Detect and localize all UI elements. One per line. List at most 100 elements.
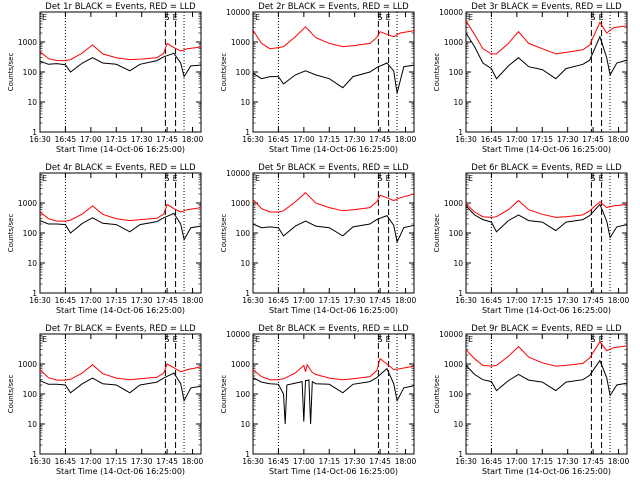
x-tick-label: 16:30 xyxy=(455,135,477,144)
x-tick-label: 18:00 xyxy=(608,457,630,466)
x-tick-label: 17:45 xyxy=(582,296,604,305)
x-tick-label: 16:45 xyxy=(268,457,290,466)
x-tick-label: 16:45 xyxy=(268,296,290,305)
y-axis-label: Counts/sec xyxy=(220,53,228,92)
x-tick-label: 16:30 xyxy=(29,296,51,305)
y-tick-label: 100 xyxy=(236,229,251,238)
corner-label: S xyxy=(590,13,595,22)
y-tick-label: 1 xyxy=(245,289,250,298)
y-tick-label: 1 xyxy=(32,450,37,459)
x-tick-label: 16:30 xyxy=(29,135,51,144)
panel-title: Det 4r BLACK = Events, RED = LLD xyxy=(45,163,196,173)
corner-label: E xyxy=(42,13,47,22)
y-tick-label: 1000 xyxy=(231,360,250,369)
x-tick-label: 17:30 xyxy=(557,296,579,305)
y-axis-label: Counts/sec xyxy=(220,214,228,253)
panel-title: Det 7r BLACK = Events, RED = LLD xyxy=(45,324,196,334)
x-tick-label: 16:30 xyxy=(242,135,264,144)
y-tick-label: 1000 xyxy=(18,199,37,208)
corner-label: S xyxy=(377,335,382,344)
panel-det-1: Det 1r BLACK = Events, RED = LLD 1 10 100 10… xyxy=(7,2,204,154)
x-tick-label: 17:30 xyxy=(131,457,153,466)
corner-label: E xyxy=(599,174,604,183)
panel-title: Det 2r BLACK = Events, RED = LLD xyxy=(258,2,409,12)
corner-label: E xyxy=(255,174,260,183)
y-tick-label: 1000 xyxy=(18,360,37,369)
y-tick-label: 1000 xyxy=(231,199,250,208)
x-tick-label: 17:30 xyxy=(131,296,153,305)
corner-label: S xyxy=(377,13,382,22)
corner-label: E xyxy=(255,13,260,22)
x-tick-label: 18:00 xyxy=(182,457,204,466)
series-line-lld xyxy=(252,192,415,213)
y-tick-label: 10 xyxy=(27,420,37,429)
y-axis-label: Counts/sec xyxy=(7,53,15,92)
x-tick-label: 17:45 xyxy=(582,135,604,144)
y-tick-label: 1 xyxy=(458,128,463,137)
panel-det-5: Det 5r BLACK = Events, RED = LLD 1 10 100 10… xyxy=(220,163,417,315)
x-tick-label: 16:45 xyxy=(55,135,77,144)
y-axis-label: Counts/sec xyxy=(7,214,15,253)
y-axis-label: Counts/sec xyxy=(433,53,441,92)
series-line-lld xyxy=(39,42,202,62)
x-tick-label: 17:30 xyxy=(344,135,366,144)
x-axis-label: Start Time (14-Oct-06 16:25:00) xyxy=(269,306,398,315)
x-tick-label: 17:45 xyxy=(156,296,178,305)
x-tick-label: 17:45 xyxy=(369,296,391,305)
y-tick-label: 100 xyxy=(236,390,251,399)
x-tick-label: 17:00 xyxy=(293,457,315,466)
y-tick-label: 10 xyxy=(240,259,250,268)
x-axis-label: Start Time (14-Oct-06 16:25:00) xyxy=(56,145,185,154)
x-tick-label: 17:15 xyxy=(531,457,553,466)
y-tick-label: 100 xyxy=(23,390,38,399)
series-line-events xyxy=(39,372,202,403)
y-tick-label: 10 xyxy=(240,420,250,429)
x-tick-label: 17:15 xyxy=(105,296,127,305)
x-axis-label: Start Time (14-Oct-06 16:25:00) xyxy=(56,306,185,315)
x-tick-label: 17:45 xyxy=(369,135,391,144)
x-tick-label: 17:00 xyxy=(293,296,315,305)
x-tick-label: 17:00 xyxy=(80,135,102,144)
x-tick-label: 17:00 xyxy=(506,457,528,466)
y-tick-label: 10000 xyxy=(439,330,463,339)
y-axis-label: Counts/sec xyxy=(7,375,15,414)
y-tick-label: 10 xyxy=(240,98,250,107)
x-tick-label: 16:45 xyxy=(481,296,503,305)
x-tick-label: 17:45 xyxy=(369,457,391,466)
panel-det-6: Det 6r BLACK = Events, RED = LLD 1 10 100 10… xyxy=(433,163,630,315)
series-line-events xyxy=(39,212,202,242)
y-tick-label: 10 xyxy=(27,259,37,268)
y-tick-label: 100 xyxy=(23,229,38,238)
x-tick-label: 17:15 xyxy=(105,135,127,144)
series-line-events xyxy=(252,367,415,425)
corner-label: E xyxy=(173,13,178,22)
y-tick-label: 1000 xyxy=(444,360,463,369)
y-tick-label: 10 xyxy=(453,98,463,107)
corner-label: E xyxy=(386,335,391,344)
y-tick-label: 10000 xyxy=(226,330,250,339)
plot-frame xyxy=(39,11,202,133)
x-tick-label: 17:30 xyxy=(344,457,366,466)
x-axis-label: Start Time (14-Oct-06 16:25:00) xyxy=(56,467,185,476)
panel-title: Det 5r BLACK = Events, RED = LLD xyxy=(258,163,409,173)
y-tick-label: 10000 xyxy=(226,169,250,178)
corner-label: E xyxy=(468,335,473,344)
y-tick-label: 100 xyxy=(23,68,38,77)
x-tick-label: 17:15 xyxy=(318,296,340,305)
y-tick-label: 100 xyxy=(236,68,251,77)
x-tick-label: 17:15 xyxy=(531,135,553,144)
x-tick-label: 17:15 xyxy=(531,296,553,305)
series-line-lld xyxy=(465,20,628,55)
y-tick-label: 10000 xyxy=(226,8,250,17)
plot-frame xyxy=(252,11,415,133)
x-tick-label: 18:00 xyxy=(608,135,630,144)
series-line-lld xyxy=(252,26,415,50)
y-tick-label: 1000 xyxy=(444,38,463,47)
x-tick-label: 16:30 xyxy=(29,457,51,466)
plot-frame xyxy=(252,333,415,455)
plot-frame xyxy=(39,172,202,294)
x-tick-label: 16:30 xyxy=(242,296,264,305)
series-line-events xyxy=(465,359,628,397)
x-tick-label: 17:30 xyxy=(344,296,366,305)
x-axis-label: Start Time (14-Oct-06 16:25:00) xyxy=(482,467,611,476)
